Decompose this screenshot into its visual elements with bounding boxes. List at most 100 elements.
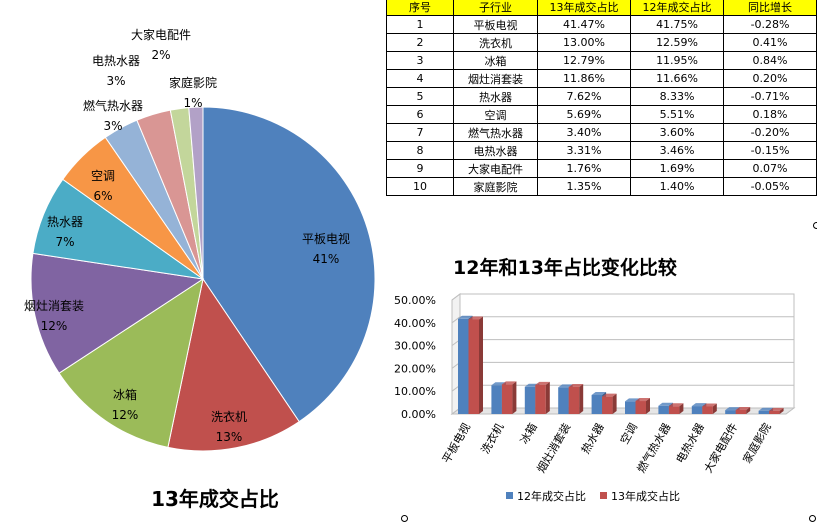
table-cell: 空调 bbox=[452, 105, 539, 124]
y-tick-label: 30.00% bbox=[394, 340, 436, 353]
pie-slice-percent: 41% bbox=[313, 252, 340, 266]
table-cell: 5.69% bbox=[537, 105, 632, 124]
table-cell: 1.35% bbox=[537, 177, 632, 196]
bar-chart-title: 12年和13年占比变化比较 bbox=[453, 257, 677, 279]
x-tick-label: 燃气热水器 bbox=[634, 421, 674, 476]
table-header-cell: 序号 bbox=[386, 0, 454, 16]
x-tick-label: 空调 bbox=[617, 421, 640, 447]
table-row: 5 热水器 7.62% 8.33% -0.71% bbox=[386, 87, 817, 106]
table-header-cell: 13年成交占比 bbox=[537, 0, 632, 16]
x-tick-label: 热水器 bbox=[579, 421, 607, 456]
table-cell: 大家电配件 bbox=[452, 159, 539, 178]
data-table: 序号 子行业 13年成交占比 12年成交占比 同比增长 1 平板电视 41.47% 4… bbox=[386, 0, 817, 196]
chart-resize-handle[interactable] bbox=[809, 515, 816, 522]
pie-slice-label: 大家电配件 bbox=[131, 27, 191, 42]
table-cell: 家庭影院 bbox=[452, 177, 539, 196]
x-tick-label: 电热水器 bbox=[674, 421, 707, 466]
table-cell: 11.95% bbox=[630, 51, 725, 70]
y-tick-label: 10.00% bbox=[394, 385, 436, 398]
bar bbox=[568, 383, 584, 414]
pie-slice-label: 燃气热水器 bbox=[83, 98, 143, 113]
pie-slice bbox=[30, 252, 205, 374]
table-cell: 0.84% bbox=[723, 51, 817, 70]
table-cell: 7.62% bbox=[537, 87, 632, 106]
pie-slice-label: 电热水器 bbox=[92, 54, 140, 68]
pie-slice-percent: 1% bbox=[183, 96, 202, 110]
legend-label: 12年成交占比 bbox=[517, 489, 586, 503]
table-row: 7 燃气热水器 3.40% 3.60% -0.20% bbox=[386, 123, 817, 142]
bar bbox=[735, 406, 751, 414]
table-row: 9 大家电配件 1.76% 1.69% 0.07% bbox=[386, 159, 817, 178]
bar bbox=[501, 381, 517, 414]
table-cell: 平板电视 bbox=[452, 15, 539, 34]
bar bbox=[635, 398, 650, 414]
table-cell: -0.28% bbox=[723, 15, 817, 34]
table-cell: 12.59% bbox=[630, 33, 725, 52]
table-row: 2 洗衣机 13.00% 12.59% 0.41% bbox=[386, 33, 817, 52]
table-cell: 3.46% bbox=[630, 141, 725, 160]
y-tick-label: 20.00% bbox=[394, 362, 436, 375]
table-cell: 冰箱 bbox=[452, 51, 539, 70]
pie-slice-percent: 12% bbox=[112, 408, 139, 422]
pie-slice bbox=[202, 106, 376, 423]
y-tick-label: 50.00% bbox=[394, 294, 436, 307]
pie-slice-percent: 2% bbox=[151, 48, 170, 62]
bar bbox=[535, 381, 550, 414]
table-cell: -0.20% bbox=[723, 123, 817, 142]
table-cell: 11.66% bbox=[630, 69, 725, 88]
pie-chart: 平板电视 41% 洗衣机 13% 冰箱 12% 烟灶消套装 12% 热水器 7% 空调 6% 燃气热水器… bbox=[24, 27, 376, 452]
table-cell: 6 bbox=[386, 105, 454, 124]
table-cell: 8.33% bbox=[630, 87, 725, 106]
table-cell: 41.75% bbox=[630, 15, 725, 34]
table-cell: 12.79% bbox=[537, 51, 632, 70]
chart-resize-handle[interactable] bbox=[401, 515, 408, 522]
x-tick-label: 家庭影院 bbox=[740, 421, 774, 466]
table-cell: 烟灶消套装 bbox=[452, 69, 539, 88]
table-cell: 8 bbox=[386, 141, 454, 160]
table-header-row: 序号 子行业 13年成交占比 12年成交占比 同比增长 bbox=[386, 0, 817, 16]
gridline bbox=[451, 293, 794, 301]
table-row: 3 冰箱 12.79% 11.95% 0.84% bbox=[386, 51, 817, 70]
table-cell: 0.20% bbox=[723, 69, 817, 88]
table-row: 6 空调 5.69% 5.51% 0.18% bbox=[386, 105, 817, 124]
y-tick-label: 40.00% bbox=[394, 317, 436, 330]
pie-slice-percent: 12% bbox=[41, 319, 68, 333]
x-tick-label: 大家电配件 bbox=[701, 421, 741, 476]
pie-slice-label: 热水器 bbox=[47, 215, 83, 229]
table-cell: 3.40% bbox=[537, 123, 632, 142]
table-cell: 1.40% bbox=[630, 177, 725, 196]
table-cell: 5 bbox=[386, 87, 454, 106]
x-tick-label: 平板电视 bbox=[439, 421, 473, 466]
pie-slice bbox=[58, 277, 204, 448]
legend-label: 13年成交占比 bbox=[611, 489, 680, 503]
table-cell: 0.07% bbox=[723, 159, 817, 178]
table-cell: 1 bbox=[386, 15, 454, 34]
bar-chart: 0.00% 10.00% 20.00% 30.00% 40.00% 50.00% 平板电视洗… bbox=[394, 293, 796, 503]
pie-slice-percent: 7% bbox=[55, 235, 74, 249]
pie-slice-label: 平板电视 bbox=[302, 231, 350, 246]
pie-slice-label: 洗衣机 bbox=[211, 409, 247, 424]
pie-slice bbox=[188, 106, 204, 280]
table-cell: 41.47% bbox=[537, 15, 632, 34]
gridline bbox=[451, 316, 794, 324]
table-cell: 热水器 bbox=[452, 87, 539, 106]
table-cell: 2 bbox=[386, 33, 454, 52]
pie-slice-label: 烟灶消套装 bbox=[24, 299, 84, 313]
table-cell: 7 bbox=[386, 123, 454, 142]
chart-resize-handle[interactable] bbox=[813, 222, 817, 229]
x-tick-label: 冰箱 bbox=[517, 421, 540, 447]
table-cell: 1.76% bbox=[537, 159, 632, 178]
table-cell: 4 bbox=[386, 69, 454, 88]
table-cell: -0.15% bbox=[723, 141, 817, 160]
pie-chart-title: 13年成交占比 bbox=[151, 487, 279, 511]
pie-slice-percent: 3% bbox=[103, 119, 122, 133]
table-cell: 3.31% bbox=[537, 141, 632, 160]
y-tick-label: 0.00% bbox=[401, 408, 436, 421]
table-cell: 0.18% bbox=[723, 105, 817, 124]
legend-swatch bbox=[506, 492, 513, 499]
table-cell: 燃气热水器 bbox=[452, 123, 539, 142]
pie-slice-label: 冰箱 bbox=[113, 387, 137, 402]
table-cell: 电热水器 bbox=[452, 141, 539, 160]
table-row: 1 平板电视 41.47% 41.75% -0.28% bbox=[386, 15, 817, 34]
table-cell: 11.86% bbox=[537, 69, 632, 88]
